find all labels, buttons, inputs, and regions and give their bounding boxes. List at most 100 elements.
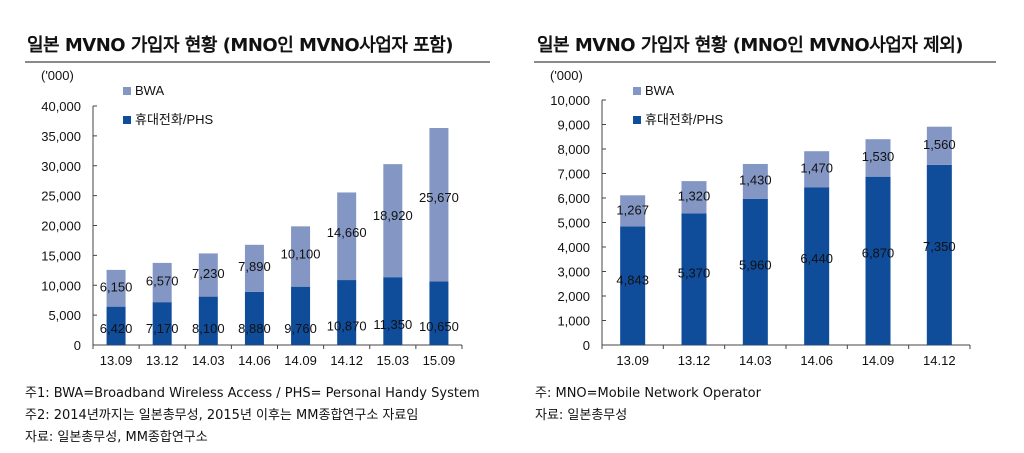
bar-bwa [742, 163, 768, 199]
x-tick-label: 13.12 [146, 353, 179, 368]
y-tick-label: 7,000 [557, 167, 590, 182]
y-tick-label: 1,000 [557, 314, 590, 329]
left-title-rule [25, 61, 490, 63]
right-note-1: 주: MNO=Mobile Network Operator [535, 386, 761, 401]
bar-phone [681, 213, 707, 345]
data-label-phone: 11,350 [373, 317, 412, 332]
y-tick-label: 0 [74, 338, 81, 353]
y-tick-label: 5,000 [48, 308, 81, 323]
bar-phone [620, 226, 646, 345]
y-tick-label: 40,000 [41, 99, 81, 114]
y-tick-label: 10,000 [550, 93, 590, 108]
bar-bwa [865, 139, 891, 177]
bar-phone [926, 164, 952, 345]
data-label-phone: 6,420 [100, 321, 133, 336]
x-tick-label: 14.03 [192, 353, 225, 368]
data-label-phone: 4,843 [616, 273, 649, 288]
bar-bwa [244, 244, 264, 292]
y-tick-label: 20,000 [41, 219, 81, 234]
x-tick-label: 13.12 [678, 353, 711, 368]
left-note-2: 주2: 2014년까지는 일본총무성, 2015년 이후는 MM종합연구소 자료… [25, 408, 419, 423]
x-tick-label: 13.09 [616, 353, 649, 368]
left-chart-title: 일본 MVNO 가입자 현황 (MNO인 MVNO사업자 포함) [27, 35, 454, 56]
y-tick-label: 6,000 [557, 191, 590, 206]
bar-bwa [429, 127, 449, 282]
bar-bwa [337, 192, 357, 281]
x-tick-label: 14.09 [862, 353, 895, 368]
data-label-phone: 5,370 [678, 266, 711, 281]
bar-phone [152, 302, 172, 345]
bar-phone [106, 306, 126, 345]
data-label-phone: 9,760 [284, 321, 317, 336]
bar-phone [291, 286, 311, 345]
bar-phone [337, 280, 357, 345]
bar-phone [742, 198, 768, 345]
data-label-phone: 5,960 [739, 258, 772, 273]
bar-phone [244, 291, 264, 345]
data-label-bwa: 7,230 [192, 266, 225, 281]
bar-phone [865, 176, 891, 345]
legend-swatch-phone [633, 116, 641, 124]
right-title-rule [534, 61, 996, 63]
bar-bwa [198, 253, 218, 297]
y-tick-label: 4,000 [557, 240, 590, 255]
y-tick-label: 0 [583, 338, 590, 353]
data-label-bwa: 6,150 [100, 279, 133, 294]
legend-swatch-bwa [633, 87, 641, 95]
data-label-bwa: 6,570 [146, 274, 179, 289]
data-label-phone: 6,440 [800, 251, 833, 266]
data-label-phone: 8,880 [238, 321, 271, 336]
y-tick-label: 9,000 [557, 118, 590, 133]
y-tick-label: 8,000 [557, 142, 590, 157]
bar-bwa [383, 164, 403, 278]
y-tick-label: 30,000 [41, 159, 81, 174]
left-note-1: 주1: BWA=Broadband Wireless Access / PHS=… [25, 386, 480, 401]
x-tick-label: 14.06 [238, 353, 271, 368]
x-tick-label: 14.12 [330, 353, 363, 368]
bar-bwa [804, 151, 830, 188]
x-tick-label: 14.03 [739, 353, 772, 368]
bar-phone [383, 277, 403, 345]
x-tick-label: 14.09 [284, 353, 317, 368]
bar-phone [804, 187, 830, 345]
bar-bwa [291, 226, 311, 287]
x-tick-label: 13.09 [100, 353, 133, 368]
x-tick-label: 15.09 [423, 353, 456, 368]
bar-bwa [681, 181, 707, 214]
bar-bwa [152, 262, 172, 303]
y-tick-label: 2,000 [557, 289, 590, 304]
right-chart-title: 일본 MVNO 가입자 현황 (MNO인 MVNO사업자 제외) [537, 35, 964, 56]
data-label-bwa: 1,320 [678, 189, 711, 204]
legend-swatch-bwa [123, 87, 131, 95]
x-tick-label: 15.03 [377, 353, 410, 368]
data-label-bwa: 10,100 [281, 246, 321, 261]
data-label-phone: 10,650 [419, 319, 459, 334]
legend-label-phone: 휴대전화/PHS [135, 112, 214, 127]
bar-phone [429, 281, 449, 345]
data-label-phone: 8,100 [192, 321, 225, 336]
data-label-bwa: 18,920 [373, 208, 413, 223]
data-label-bwa: 14,660 [327, 225, 367, 240]
data-label-phone: 6,870 [862, 245, 895, 260]
y-tick-label: 25,000 [41, 189, 81, 204]
unit-label: ('000) [550, 68, 583, 83]
legend-label-bwa: BWA [645, 83, 674, 98]
data-label-bwa: 25,670 [419, 190, 459, 205]
data-label-bwa: 1,530 [862, 149, 895, 164]
data-label-bwa: 7,890 [238, 259, 271, 274]
bar-bwa [620, 195, 646, 227]
data-label-bwa: 1,430 [739, 173, 772, 188]
bar-bwa [926, 126, 952, 165]
data-label-bwa: 1,470 [800, 160, 833, 175]
bar-phone [198, 296, 218, 345]
legend-label-bwa: BWA [135, 83, 164, 98]
data-label-phone: 10,870 [327, 319, 367, 334]
y-tick-label: 10,000 [41, 278, 81, 293]
x-tick-label: 14.06 [800, 353, 833, 368]
data-label-bwa: 1,267 [616, 202, 649, 217]
legend-label-phone: 휴대전화/PHS [645, 112, 724, 127]
y-tick-label: 3,000 [557, 265, 590, 280]
data-label-phone: 7,350 [923, 239, 956, 254]
data-label-bwa: 1,560 [923, 137, 956, 152]
